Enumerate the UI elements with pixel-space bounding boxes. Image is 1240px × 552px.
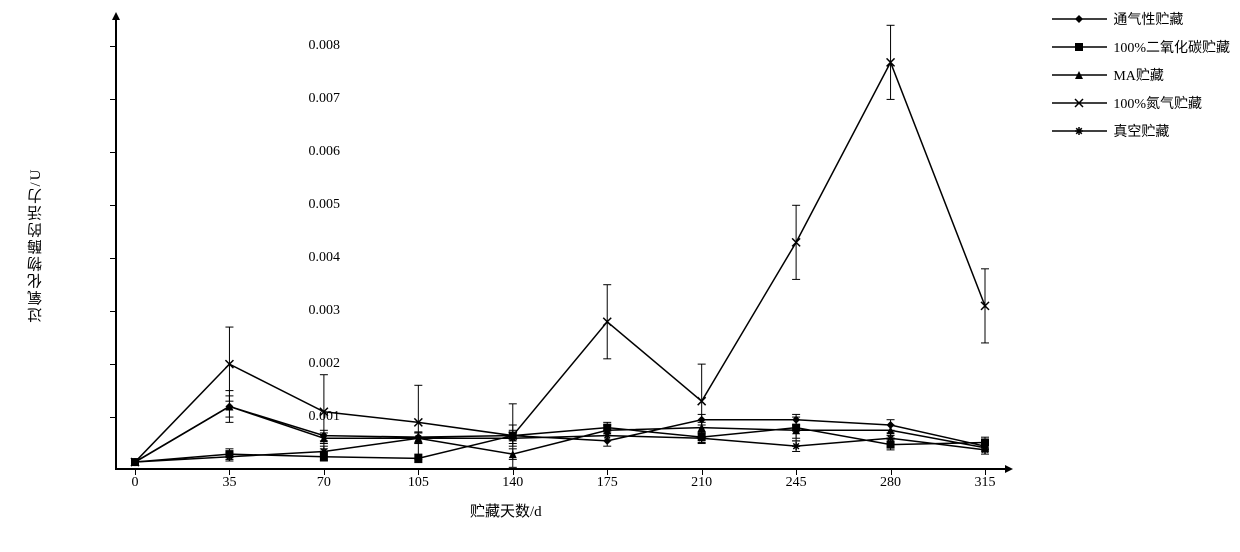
x-axis-title: 贮藏天数/d [470,500,542,521]
y-tick-label: 0.002 [280,356,340,372]
x-tick-label: 140 [493,475,533,491]
x-tick-label: 0 [115,475,155,491]
x-tick-label: 105 [398,475,438,491]
x-tick-label: 315 [965,475,1005,491]
y-tick-label: 0.005 [280,197,340,213]
legend-item: 真空贮藏 [1052,122,1230,140]
x-tick-label: 210 [682,475,722,491]
legend-label: 100%氮气贮藏 [1113,93,1202,113]
x-tick-label: 280 [871,475,911,491]
legend-marker-icon [1052,39,1107,55]
legend-marker-icon [1052,67,1107,83]
legend-label: MA贮藏 [1113,65,1164,85]
y-tick-label: 0.006 [280,144,340,160]
y-axis-arrow [112,12,120,20]
legend-item: 通气性贮藏 [1052,10,1230,28]
legend-marker-icon [1052,95,1107,111]
legend-label: 通气性贮藏 [1113,9,1183,29]
legend-marker-icon [1052,11,1107,27]
y-tick-label: 0.003 [280,303,340,319]
plot-area [115,20,1005,470]
x-tick-label: 245 [776,475,816,491]
x-tick-label: 35 [209,475,249,491]
y-tick-label: 0.001 [280,409,340,425]
x-tick-label: 70 [304,475,344,491]
legend: 通气性贮藏 100%二氧化碳贮藏 MA贮藏 100%氮气贮藏真空贮藏 [1052,10,1230,150]
chart-svg [115,20,1005,470]
chart-container: 过氧化物酶的活力/U 贮藏天数/d 0.001 0.002 0.003 0.004 0.… [0,0,1240,552]
legend-marker-icon [1052,123,1107,139]
x-axis-arrow [1005,465,1013,473]
legend-label: 100%二氧化碳贮藏 [1113,37,1230,57]
legend-label: 真空贮藏 [1113,121,1169,141]
y-tick-label: 0.007 [280,91,340,107]
legend-item: 100%氮气贮藏 [1052,94,1230,112]
y-tick-label: 0.008 [280,38,340,54]
y-axis-title: 过氧化物酶的活力/U [25,168,46,323]
x-tick-label: 175 [587,475,627,491]
y-tick-label: 0.004 [280,250,340,266]
legend-item: MA贮藏 [1052,66,1230,84]
legend-item: 100%二氧化碳贮藏 [1052,38,1230,56]
